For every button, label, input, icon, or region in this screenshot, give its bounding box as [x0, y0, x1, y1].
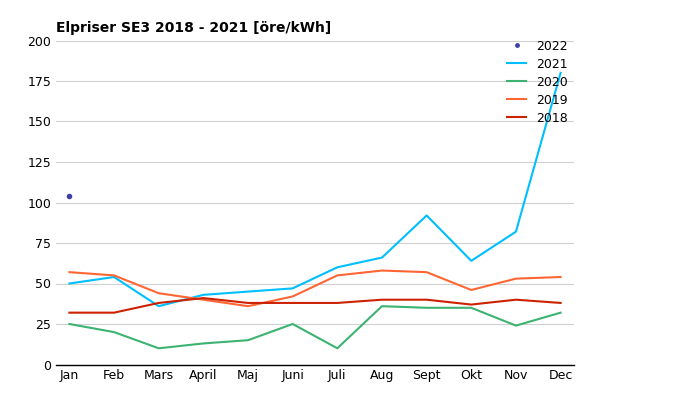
- 2020: [199, 341, 208, 346]
- 2020: [333, 346, 342, 351]
- 2021: [110, 275, 118, 279]
- 2020: [155, 346, 163, 351]
- 2020: [378, 304, 386, 309]
- 2018: [65, 310, 74, 315]
- 2018: [199, 296, 208, 301]
- 2019: [422, 270, 430, 275]
- 2019: [65, 270, 74, 275]
- 2019: [155, 291, 163, 296]
- 2018: [155, 301, 163, 305]
- 2021: [65, 281, 74, 286]
- 2019: [244, 304, 252, 309]
- 2019: [378, 268, 386, 273]
- 2021: [244, 289, 252, 294]
- 2019: [199, 297, 208, 302]
- 2020: [422, 305, 430, 310]
- 2019: [333, 273, 342, 278]
- 2019: [556, 275, 565, 279]
- 2020: [288, 322, 297, 326]
- Line: 2021: 2021: [69, 73, 561, 306]
- 2020: [512, 323, 520, 328]
- 2018: [512, 297, 520, 302]
- 2021: [333, 265, 342, 270]
- 2019: [288, 294, 297, 299]
- 2021: [199, 292, 208, 297]
- 2018: [556, 301, 565, 305]
- Legend: 2022, 2021, 2020, 2019, 2018: 2022, 2021, 2020, 2019, 2018: [508, 40, 568, 125]
- 2021: [155, 304, 163, 309]
- 2020: [467, 305, 475, 310]
- 2021: [556, 70, 565, 75]
- 2019: [110, 273, 118, 278]
- 2021: [467, 258, 475, 263]
- 2018: [244, 301, 252, 305]
- 2021: [378, 255, 386, 260]
- 2021: [288, 286, 297, 291]
- 2018: [288, 301, 297, 305]
- 2020: [65, 322, 74, 326]
- 2021: [512, 229, 520, 234]
- 2021: [422, 213, 430, 218]
- 2019: [467, 288, 475, 292]
- 2018: [378, 297, 386, 302]
- 2018: [467, 302, 475, 307]
- 2018: [422, 297, 430, 302]
- 2020: [110, 330, 118, 335]
- 2018: [110, 310, 118, 315]
- 2020: [244, 338, 252, 343]
- Line: 2020: 2020: [69, 306, 561, 348]
- Line: 2018: 2018: [69, 298, 561, 313]
- 2019: [512, 276, 520, 281]
- 2020: [556, 310, 565, 315]
- Text: Elpriser SE3 2018 - 2021 [öre/kWh]: Elpriser SE3 2018 - 2021 [öre/kWh]: [56, 21, 331, 35]
- Line: 2019: 2019: [69, 271, 561, 306]
- 2018: [333, 301, 342, 305]
